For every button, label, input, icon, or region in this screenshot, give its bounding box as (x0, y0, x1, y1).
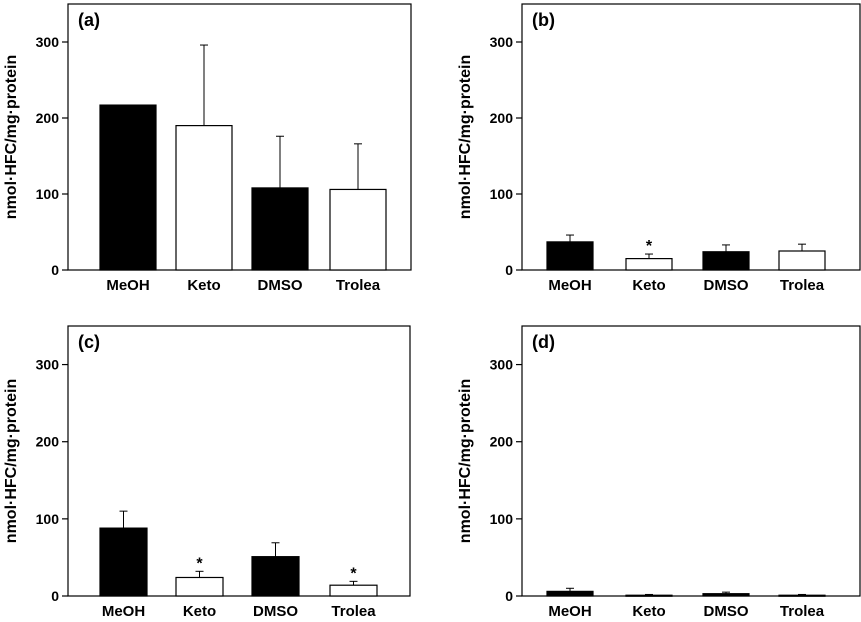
significance-marker: * (196, 555, 203, 572)
x-category-label: Keto (183, 603, 216, 620)
bar-keto (625, 258, 673, 271)
bar-meoh (546, 590, 594, 597)
bar-dmso (251, 187, 309, 271)
error-bar (276, 135, 284, 188)
chart-svg: 0 100 200 300 nmol·HFC/mg·protein (b) MeOH * Ket… (457, 3, 861, 294)
error-bar (195, 570, 204, 578)
x-category-label: Keto (187, 277, 220, 294)
panel-d: 0 100 200 300 nmol·HFC/mg·protein (d) MeOH Keto… (431, 310, 861, 620)
y-axis-label: nmol·HFC/mg·protein (457, 379, 474, 543)
x-category-label: Trolea (331, 603, 376, 620)
y-tick-label: 200 (490, 434, 514, 450)
y-tick-label: 300 (490, 357, 514, 373)
x-category-label: Keto (632, 277, 665, 294)
error-bar (722, 244, 730, 252)
x-category-label: DMSO (704, 277, 749, 294)
bar-dmso (702, 251, 750, 271)
y-axis-label: nmol·HFC/mg·protein (3, 379, 20, 543)
error-bar (798, 243, 806, 251)
bar-meoh (99, 104, 157, 271)
x-category-label: DMSO (704, 603, 749, 620)
y-tick-label: 300 (36, 357, 60, 373)
panel-a: 0 100 200 300 nmol·HFC/mg·protein (a) MeOH Keto… (0, 0, 430, 308)
panel-c: 0 100 200 300 nmol·HFC/mg·protein (c) MeOH * Ket… (0, 310, 430, 620)
bar-trolea (329, 188, 387, 271)
x-category-label: Trolea (336, 277, 381, 294)
x-category-label: DMSO (258, 277, 303, 294)
error-bar (200, 44, 208, 126)
y-tick-label: 200 (490, 110, 514, 126)
bar-dmso (702, 593, 750, 597)
y-tick-label: 0 (51, 262, 59, 278)
bar-keto (625, 594, 673, 597)
error-bar (271, 542, 280, 557)
y-tick-label: 100 (490, 511, 514, 527)
y-tick-label: 0 (505, 588, 513, 604)
panel-label: (b) (532, 10, 555, 30)
y-tick-label: 200 (36, 110, 60, 126)
error-bar (566, 234, 574, 242)
error-bar (119, 510, 128, 529)
error-bar (354, 143, 362, 190)
bar-keto (175, 576, 224, 597)
bar-meoh (546, 241, 594, 271)
y-tick-label: 200 (36, 434, 60, 450)
x-category-label: Trolea (780, 603, 825, 620)
chart-svg: 0 100 200 300 nmol·HFC/mg·protein (c) MeOH * Ket… (3, 325, 411, 620)
x-category-label: MeOH (548, 603, 591, 620)
x-category-label: DMSO (253, 603, 298, 620)
x-category-label: MeOH (548, 277, 591, 294)
panel-label: (c) (78, 332, 100, 352)
x-category-label: Trolea (780, 277, 825, 294)
y-tick-label: 100 (36, 186, 60, 202)
significance-marker: * (646, 238, 653, 255)
y-tick-label: 300 (36, 34, 60, 50)
x-category-label: MeOH (106, 277, 149, 294)
panel-label: (a) (78, 10, 100, 30)
y-tick-label: 300 (490, 34, 514, 50)
y-tick-label: 100 (36, 511, 60, 527)
y-tick-label: 0 (505, 262, 513, 278)
plot-frame (67, 325, 411, 597)
bar-meoh (99, 527, 148, 597)
panel-b: 0 100 200 300 nmol·HFC/mg·protein (b) MeOH * Ket… (431, 0, 861, 308)
y-axis-label: nmol·HFC/mg·protein (457, 55, 474, 219)
error-bar (645, 253, 653, 259)
bar-dmso (251, 556, 300, 597)
x-category-label: Keto (632, 603, 665, 620)
y-axis-label: nmol·HFC/mg·protein (3, 55, 20, 219)
bar-trolea (329, 584, 378, 597)
panel-label: (d) (532, 332, 555, 352)
significance-marker: * (350, 565, 357, 582)
y-tick-label: 100 (490, 186, 514, 202)
plot-frame (521, 325, 861, 597)
x-category-label: MeOH (102, 603, 145, 620)
plot-frame (67, 3, 412, 271)
plot-frame (521, 3, 861, 271)
chart-svg: 0 100 200 300 nmol·HFC/mg·protein (a) MeOH Keto… (3, 3, 412, 294)
bar-trolea (778, 594, 826, 597)
error-bar (349, 580, 358, 586)
y-tick-label: 0 (51, 588, 59, 604)
chart-svg: 0 100 200 300 nmol·HFC/mg·protein (d) MeOH Keto… (457, 325, 861, 620)
bar-keto (175, 124, 233, 271)
bar-trolea (778, 250, 826, 271)
